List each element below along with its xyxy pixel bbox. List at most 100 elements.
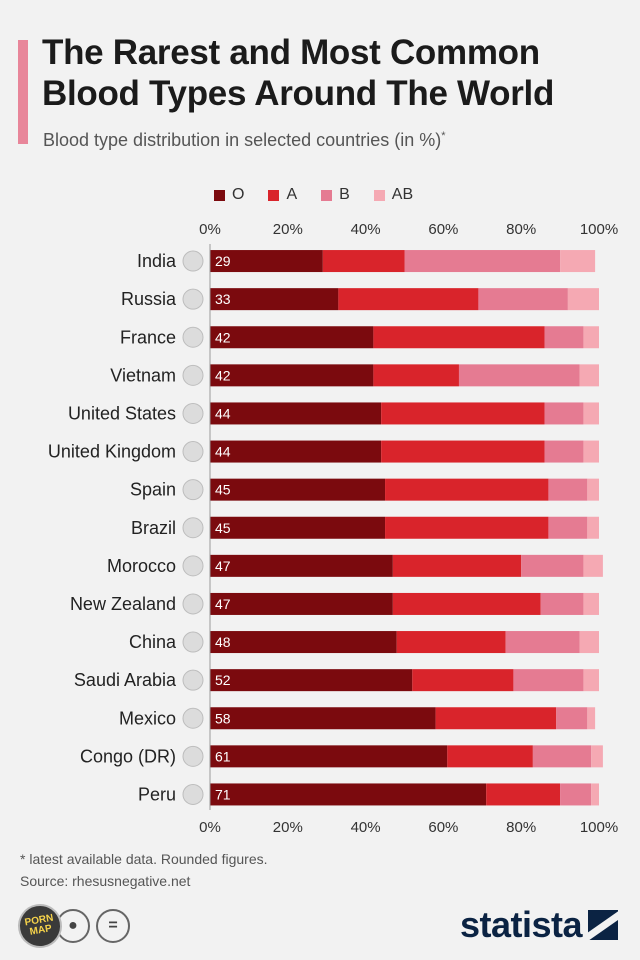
data-label: 52 (215, 672, 231, 688)
category-label: Russia (121, 289, 177, 309)
data-label: 48 (215, 634, 231, 650)
legend-label-b: B (339, 186, 350, 203)
category-label: Saudi Arabia (74, 670, 177, 690)
bar-segment-o (210, 250, 323, 273)
no-derivatives-icon: = (96, 909, 130, 943)
flag-icon (182, 593, 204, 615)
footnote: * latest available data. Rounded figures… (20, 848, 268, 892)
flag-icon (182, 707, 204, 729)
bar-segment-b (404, 250, 561, 273)
legend-swatch-a (268, 189, 280, 201)
legend-label-ab: AB (391, 186, 414, 203)
legend-swatch-b (321, 189, 333, 201)
data-label: 42 (215, 367, 231, 383)
bar-segment-b (560, 783, 592, 806)
bar-segment-a (392, 592, 541, 615)
legend-swatch-ab (373, 189, 385, 201)
bar-segment-ab (591, 783, 599, 806)
bar-segment-a (322, 250, 405, 273)
legend-swatch-o (214, 189, 225, 201)
bar-segment-a (435, 707, 557, 730)
x-tick-label-top: 40% (351, 221, 381, 238)
bar-segment-b (478, 288, 568, 311)
x-tick-label-bottom: 100% (580, 819, 618, 836)
x-tick-label-top: 0% (199, 221, 221, 238)
bar-segment-b (544, 326, 584, 349)
bar-segment-b (532, 745, 592, 768)
flag-icon (182, 517, 204, 539)
category-label: Spain (130, 480, 176, 500)
bar-segment-ab (583, 402, 599, 425)
category-label: France (120, 327, 176, 347)
statista-logo: statista (460, 904, 618, 946)
title-accent-bar (18, 40, 28, 144)
data-label: 44 (215, 405, 231, 421)
bar-segment-o (210, 783, 487, 806)
bar-segment-ab (583, 326, 599, 349)
porn-map-badge: PORN MAP (14, 900, 66, 952)
data-label: 45 (215, 482, 231, 498)
category-label: United Kingdom (48, 442, 176, 462)
bar-segment-a (392, 554, 522, 577)
x-tick-label-bottom: 80% (506, 819, 536, 836)
bar-segment-a (486, 783, 561, 806)
x-tick-label-bottom: 40% (351, 819, 381, 836)
statista-mark-icon (588, 910, 618, 940)
category-label: Congo (DR) (80, 746, 176, 766)
bar-segment-b (544, 440, 584, 463)
bar-segment-b (548, 478, 588, 501)
category-label: Vietnam (110, 365, 176, 385)
x-tick-label-top: 60% (428, 221, 458, 238)
category-label: Mexico (119, 708, 176, 728)
x-tick-label-top: 20% (273, 221, 303, 238)
flag-icon (182, 479, 204, 501)
legend-item-ab: AB (373, 186, 414, 204)
bar-segment-o (210, 516, 386, 539)
category-label: China (129, 632, 177, 652)
subtitle-footnote-mark: * (441, 130, 446, 142)
chart-title: The Rarest and Most Common Blood Types A… (42, 33, 555, 113)
bar-segment-a (447, 745, 533, 768)
source-text: Source: rhesusnegative.net (20, 873, 191, 889)
x-tick-label-bottom: 60% (428, 819, 458, 836)
flag-icon (182, 783, 204, 805)
flag-icon (182, 441, 204, 463)
data-label: 42 (215, 329, 231, 345)
bar-segment-a (412, 669, 514, 692)
bar-segment-a (385, 478, 549, 501)
bar-segment-b (505, 631, 580, 654)
bar-segment-ab (583, 440, 599, 463)
category-label: United States (68, 403, 176, 423)
legend-item-b: B (321, 186, 350, 204)
category-label: Brazil (131, 518, 176, 538)
flag-icon (182, 326, 204, 348)
data-label: 44 (215, 444, 231, 460)
bar-segment-ab (579, 631, 599, 654)
bar-segment-a (396, 631, 506, 654)
bar-segment-o (210, 440, 382, 463)
legend-label-a: A (286, 186, 298, 203)
bar-segment-ab (587, 478, 599, 501)
flag-icon (182, 631, 204, 653)
x-tick-label-bottom: 20% (273, 819, 303, 836)
flag-icon (182, 250, 204, 272)
subtitle-text: Blood type distribution in selected coun… (43, 130, 442, 150)
footnote-text: * latest available data. Rounded figures… (20, 851, 268, 867)
bar-segment-a (373, 364, 459, 387)
bar-segment-o (210, 364, 374, 387)
bar-segment-a (338, 288, 479, 311)
category-label: Peru (138, 784, 176, 804)
x-tick-label-bottom: 0% (199, 819, 221, 836)
flag-icon (182, 402, 204, 424)
bar-segment-b (556, 707, 588, 730)
bar-segment-ab (591, 745, 603, 768)
category-label: India (137, 251, 177, 271)
bar-segment-a (381, 402, 545, 425)
flag-icon (182, 288, 204, 310)
data-label: 45 (215, 520, 231, 536)
bar-segment-o (210, 669, 413, 692)
data-label: 47 (215, 558, 231, 574)
data-label: 47 (215, 596, 231, 612)
bar-segment-ab (583, 669, 599, 692)
